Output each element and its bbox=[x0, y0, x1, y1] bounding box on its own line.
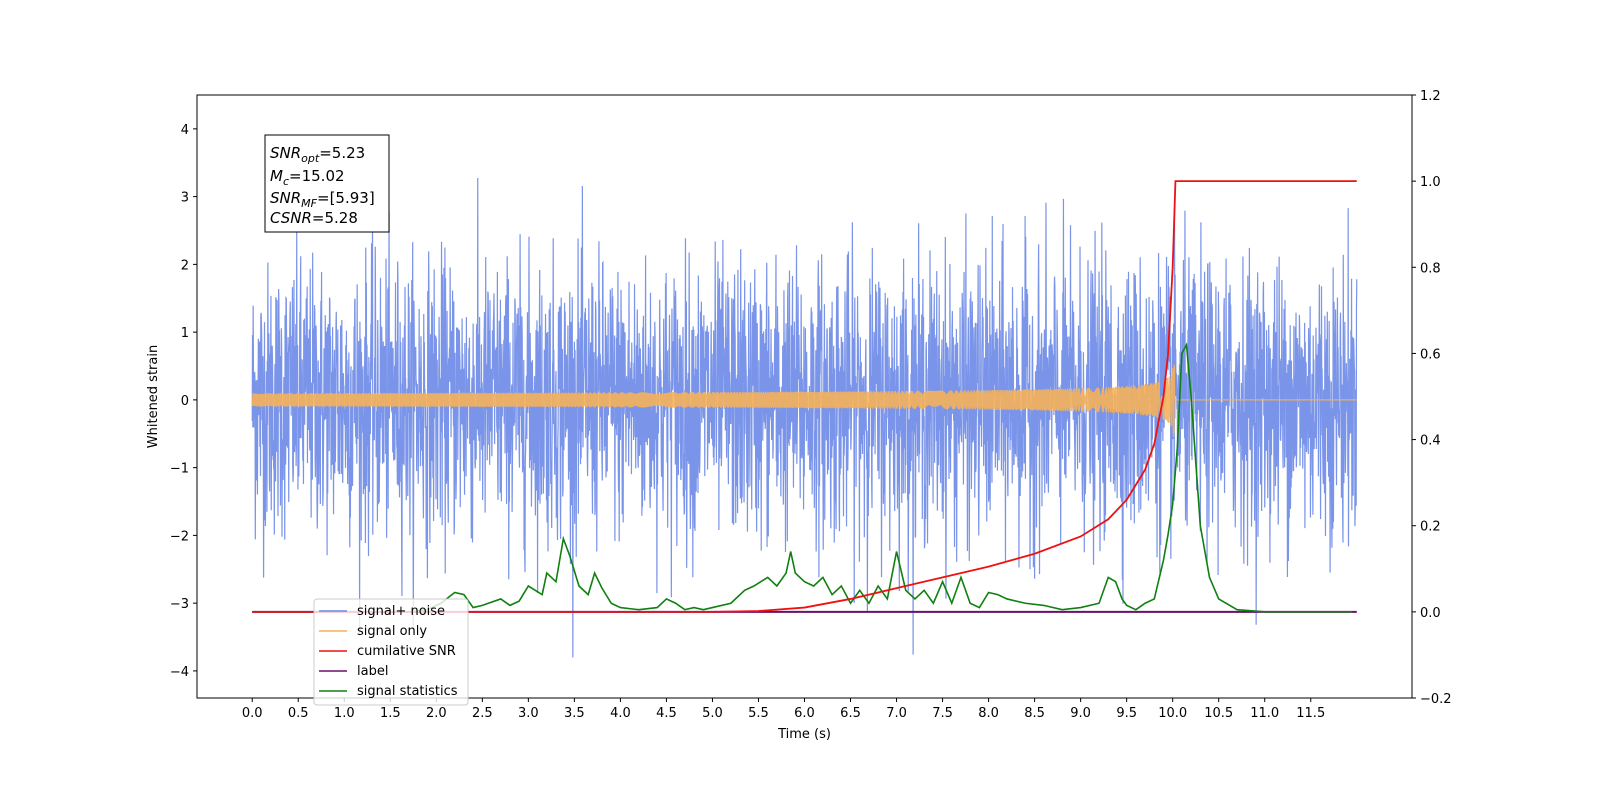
mc-sub: c bbox=[283, 175, 289, 188]
x-tick-label: 1.5 bbox=[380, 706, 401, 721]
series-layer bbox=[251, 177, 1358, 658]
legend-item-signal-statistics: signal statistics bbox=[319, 684, 458, 699]
x-tick-label: 10.5 bbox=[1204, 706, 1233, 721]
x-tick-label: 3.5 bbox=[564, 706, 585, 721]
y-right-tick-label: 0.0 bbox=[1420, 606, 1441, 621]
series-signal-statistics bbox=[252, 342, 1353, 613]
y-left-tick-label: −2 bbox=[170, 529, 189, 544]
y-left-tick-label: 4 bbox=[181, 123, 189, 138]
series-signal-only bbox=[251, 364, 1357, 437]
x-tick-label: 6.5 bbox=[840, 706, 861, 721]
snr-opt-value: =5.23 bbox=[319, 144, 365, 162]
legend-label-label: label bbox=[357, 664, 388, 679]
x-tick-label: 7.5 bbox=[932, 706, 953, 721]
x-tick-label: 0.0 bbox=[242, 706, 263, 721]
csnr-annotation: CSNR=5.28 bbox=[270, 209, 358, 227]
legend-label-signal-noise: signal+ noise bbox=[357, 604, 445, 619]
x-tick-label: 5.5 bbox=[748, 706, 769, 721]
x-tick-label: 2.5 bbox=[472, 706, 493, 721]
x-tick-label: 10.0 bbox=[1158, 706, 1187, 721]
x-tick-label: 8.5 bbox=[1024, 706, 1045, 721]
y-right-tick-label: 1.0 bbox=[1420, 175, 1441, 190]
y-axis-label: Whitened strain bbox=[146, 345, 161, 448]
y-left-tick-label: −4 bbox=[170, 665, 189, 680]
snr-mf-value: =[5.93] bbox=[317, 189, 375, 207]
y-left-tick-label: 1 bbox=[181, 326, 189, 341]
legend: signal+ noise signal only cumilative SNR… bbox=[313, 598, 469, 706]
x-tick-label: 7.0 bbox=[886, 706, 907, 721]
y-left-tick-label: −1 bbox=[170, 462, 189, 477]
series-group bbox=[251, 177, 1358, 658]
stats-annotation: SNRopt=5.23 Mc=15.02 SNRMF=[5.93] CSNR=5… bbox=[264, 134, 390, 233]
snr-opt-annotation: SNRopt=5.23 bbox=[270, 144, 365, 165]
legend-label-signal-only: signal only bbox=[357, 624, 427, 639]
y-left-tick-label: 2 bbox=[181, 258, 189, 273]
x-tick-label: 11.5 bbox=[1296, 706, 1325, 721]
x-tick-label: 11.0 bbox=[1250, 706, 1279, 721]
x-tick-label: 3.0 bbox=[518, 706, 539, 721]
x-tick-label: 4.0 bbox=[610, 706, 631, 721]
y-right-tick-label: −0.2 bbox=[1420, 692, 1452, 707]
series-cumulative-snr bbox=[252, 180, 1357, 613]
mc-value: =15.02 bbox=[289, 167, 345, 185]
x-tick-label: 4.5 bbox=[656, 706, 677, 721]
y-right-tick-label: 0.8 bbox=[1420, 261, 1441, 276]
legend-item-label: label bbox=[319, 664, 388, 679]
y-right-tick-label: 0.4 bbox=[1420, 434, 1441, 449]
y-right-tick-label: 1.2 bbox=[1420, 89, 1441, 104]
series-signal-noise bbox=[251, 177, 1358, 658]
snr-mf-sub: MF bbox=[301, 197, 317, 210]
y-left-tick-label: 3 bbox=[181, 191, 189, 206]
legend-label-signal-statistics: signal statistics bbox=[357, 684, 458, 699]
x-tick-label: 6.0 bbox=[794, 706, 815, 721]
mc-annotation: Mc=15.02 bbox=[270, 167, 345, 188]
x-axis-label: Time (s) bbox=[777, 727, 831, 742]
x-tick-label: 5.0 bbox=[702, 706, 723, 721]
mc-base: M bbox=[270, 167, 283, 185]
y-left-tick-label: −3 bbox=[170, 597, 189, 612]
x-tick-label: 0.5 bbox=[288, 706, 309, 721]
snr-mf-annotation: SNRMF=[5.93] bbox=[270, 189, 375, 210]
y-right-tick-label: 0.2 bbox=[1420, 520, 1441, 535]
csnr-value: =5.28 bbox=[312, 209, 358, 227]
legend-label-cumulative-snr: cumilative SNR bbox=[357, 644, 456, 659]
x-tick-label: 1.0 bbox=[334, 706, 355, 721]
snr-opt-base: SNR bbox=[270, 144, 301, 162]
x-tick-label: 2.0 bbox=[426, 706, 447, 721]
legend-item-cumulative-snr: cumilative SNR bbox=[319, 644, 456, 659]
x-tick-label: 9.5 bbox=[1116, 706, 1137, 721]
x-tick-label: 9.0 bbox=[1070, 706, 1091, 721]
y-right-tick-label: 0.6 bbox=[1420, 347, 1441, 362]
x-tick-label: 8.0 bbox=[978, 706, 999, 721]
legend-item-signal-noise: signal+ noise bbox=[319, 604, 445, 619]
csnr-base: CSNR bbox=[270, 209, 312, 227]
legend-item-signal-only: signal only bbox=[319, 624, 427, 639]
y-left-tick-label: 0 bbox=[181, 394, 189, 409]
ticks-layer: 0.0 0.5 1.0 1.5 2.0 2.5 3.0 3.5 4.0 4.5 5.0 5.5 6.0 6… bbox=[170, 89, 1452, 721]
snr-opt-sub: opt bbox=[301, 152, 320, 165]
snr-mf-base: SNR bbox=[270, 189, 301, 207]
